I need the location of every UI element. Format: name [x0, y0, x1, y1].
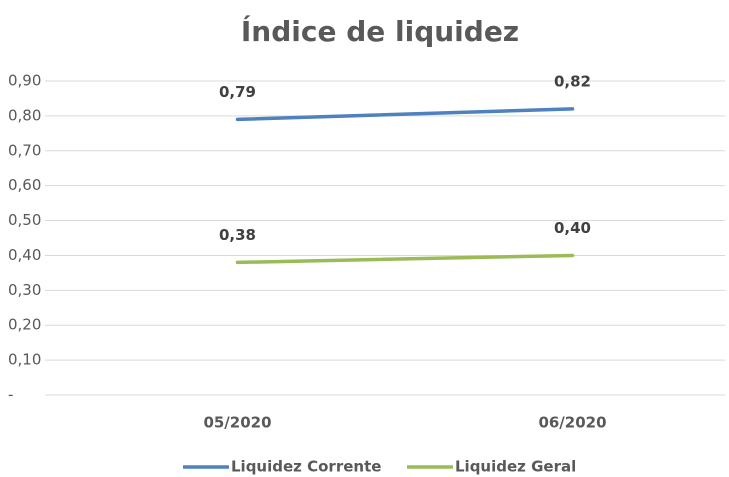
series-line	[235, 107, 575, 122]
x-tick-label: 05/2020	[203, 414, 271, 432]
x-tick-label: 06/2020	[538, 414, 606, 432]
y-tick-label: 0,20	[8, 316, 41, 334]
y-tick-label: 0,70	[8, 141, 41, 159]
data-label: 0,82	[554, 72, 591, 90]
y-tick-label: 0,50	[8, 211, 41, 229]
chart-title: Índice de liquidez	[241, 14, 519, 48]
y-tick-label: 0,10	[8, 351, 41, 369]
data-label: 0,79	[219, 83, 256, 101]
y-tick-label: 0,80	[8, 106, 41, 124]
y-tick-label: 0,60	[8, 176, 41, 194]
y-tick-label: -	[8, 386, 13, 404]
y-tick-label: 0,30	[8, 281, 41, 299]
y-tick-label: 0,40	[8, 246, 41, 264]
y-tick-label: 0,90	[8, 72, 41, 90]
data-label: 0,38	[219, 226, 256, 244]
data-label: 0,40	[554, 219, 591, 237]
legend-label: Liquidez Corrente	[231, 458, 381, 476]
series-line	[235, 253, 575, 265]
legend-label: Liquidez Geral	[455, 458, 576, 476]
